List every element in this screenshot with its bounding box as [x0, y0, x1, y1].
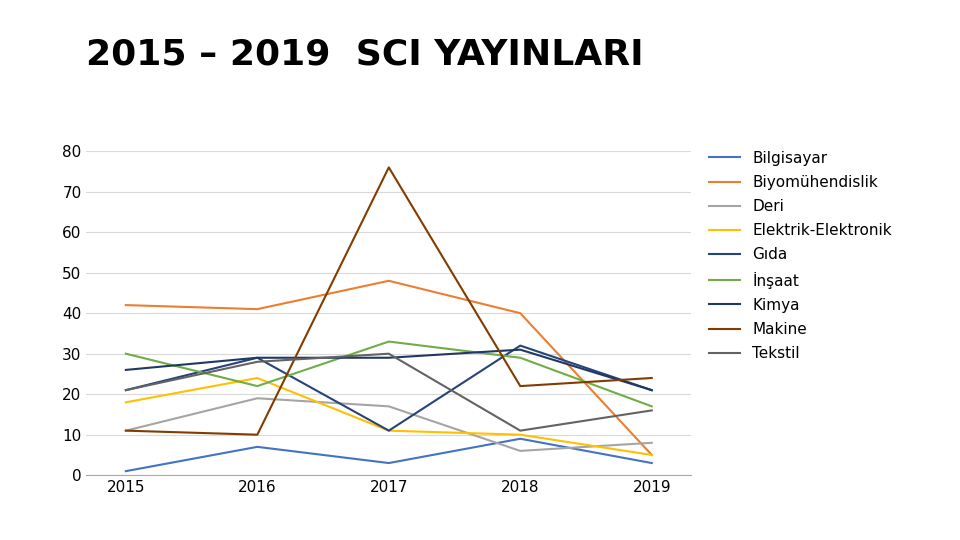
Deri [120, 428, 132, 434]
Biyomühendislik [252, 306, 263, 312]
Makine [646, 375, 658, 381]
Bilgisayar [646, 460, 658, 467]
Gıda [383, 428, 395, 434]
Bilgisayar [120, 468, 132, 475]
Makine [252, 431, 263, 438]
Line: Biyomühendislik: Biyomühendislik [126, 281, 652, 455]
Tekstil [646, 407, 658, 414]
İnşaat [252, 383, 263, 389]
Elektrik-Elektronik [646, 451, 658, 458]
Kimya [252, 354, 263, 361]
Makine [383, 164, 395, 171]
Kimya [515, 347, 526, 353]
Elektrik-Elektronik [120, 399, 132, 406]
Tekstil [383, 350, 395, 357]
Line: Elektrik-Elektronik: Elektrik-Elektronik [126, 378, 652, 455]
Line: Kimya: Kimya [126, 350, 652, 390]
Line: Tekstil: Tekstil [126, 354, 652, 431]
Tekstil [252, 359, 263, 365]
Deri [383, 403, 395, 410]
Biyomühendislik [515, 310, 526, 316]
Gıda [120, 387, 132, 393]
İnşaat [383, 338, 395, 345]
Tekstil [120, 387, 132, 393]
Gıda [252, 354, 263, 361]
Deri [252, 395, 263, 402]
Line: Deri: Deri [126, 399, 652, 451]
Deri [646, 440, 658, 446]
Biyomühendislik [383, 278, 395, 284]
İnşaat [646, 403, 658, 410]
Bilgisayar [515, 435, 526, 442]
Line: Makine: Makine [126, 167, 652, 435]
Legend: Bilgisayar, Biyomühendislik, Deri, Elektrik-Elektronik, Gıda, İnşaat, Kimya, Mak: Bilgisayar, Biyomühendislik, Deri, Elekt… [704, 145, 898, 367]
Elektrik-Elektronik [383, 428, 395, 434]
Line: İnşaat: İnşaat [126, 342, 652, 407]
Line: Gıda: Gıda [126, 346, 652, 431]
Gıda [646, 387, 658, 393]
Makine [515, 383, 526, 389]
Elektrik-Elektronik [515, 431, 526, 438]
Gıda [515, 342, 526, 349]
Biyomühendislik [120, 302, 132, 308]
Kimya [646, 387, 658, 393]
Biyomühendislik [646, 451, 658, 458]
Bilgisayar [383, 460, 395, 467]
Kimya [120, 367, 132, 373]
İnşaat [515, 354, 526, 361]
Tekstil [515, 428, 526, 434]
Text: 2015 – 2019  SCI YAYINLARI: 2015 – 2019 SCI YAYINLARI [86, 38, 644, 72]
Kimya [383, 354, 395, 361]
Bilgisayar [252, 444, 263, 450]
Deri [515, 448, 526, 454]
Makine [120, 428, 132, 434]
İnşaat [120, 350, 132, 357]
Line: Bilgisayar: Bilgisayar [126, 438, 652, 471]
Elektrik-Elektronik [252, 375, 263, 381]
